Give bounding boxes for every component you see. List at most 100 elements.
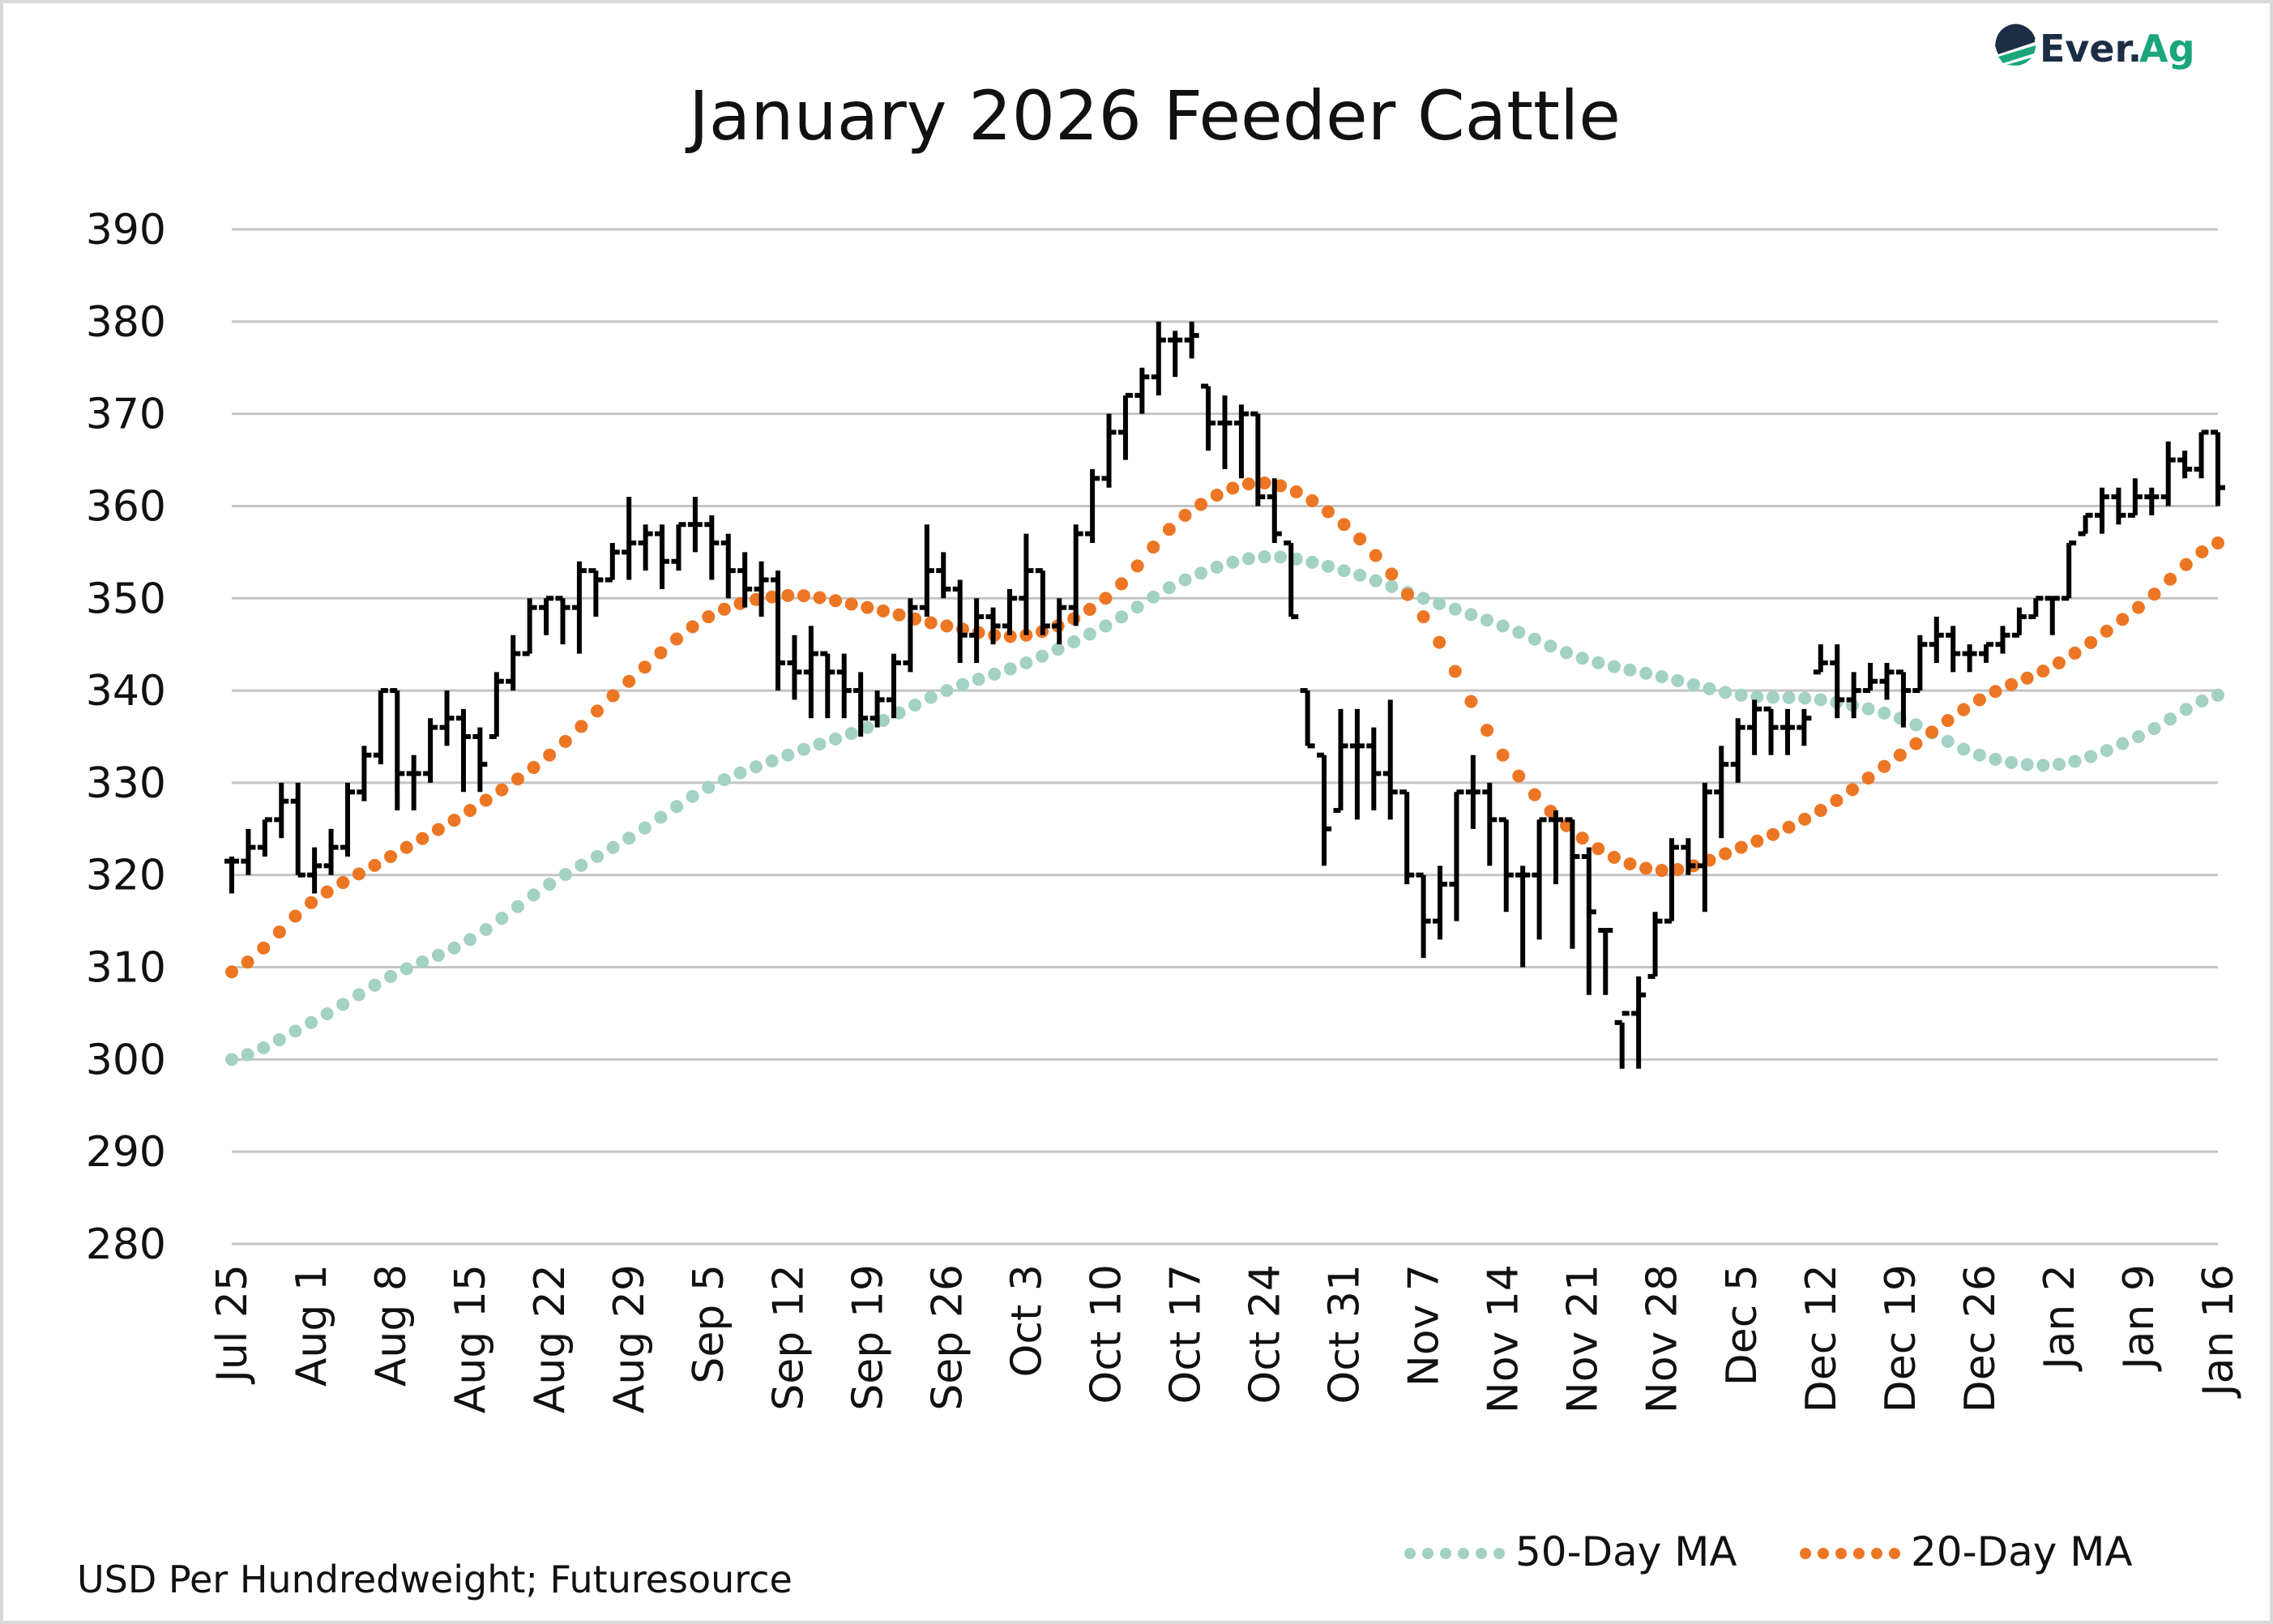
ma-point [2052, 758, 2066, 771]
ma-point [1162, 581, 1176, 595]
price-bar [1035, 568, 1050, 635]
price-bar [1797, 708, 1812, 746]
x-tick-label: Aug 15 [446, 1264, 495, 1413]
price-bar [1995, 626, 2010, 654]
ma-point [1719, 847, 1733, 861]
ma-point [447, 941, 461, 955]
ma-line-20-day [225, 477, 2224, 979]
price-bar [1465, 754, 1480, 829]
everag-logo: Ever. Ag [1995, 24, 2195, 71]
price-bar [522, 598, 537, 656]
price-bar [1962, 644, 1977, 673]
x-tick-label: Dec 26 [1956, 1264, 2005, 1412]
ma-point [352, 988, 365, 1002]
ma-point [955, 677, 969, 691]
ma-point [1099, 592, 1113, 605]
ma-point [1655, 864, 1668, 878]
ma-point [511, 772, 524, 786]
ma-point [1527, 632, 1541, 646]
ma-point [1878, 759, 1891, 773]
ma-point [1337, 564, 1351, 578]
x-tick-label: Aug 8 [367, 1264, 416, 1387]
source-note: USD Per Hundredweight; Futuresource [77, 1558, 793, 1601]
y-tick-label: 380 [86, 298, 166, 347]
chart-title: January 2026 Feeder Cattle [685, 76, 1621, 156]
price-bar [1697, 782, 1712, 912]
price-bar [853, 672, 869, 737]
price-bar [423, 718, 438, 783]
x-tick-label: Oct 31 [1321, 1264, 1369, 1404]
ma-point [1766, 690, 1780, 704]
ma-point [479, 923, 493, 937]
ma-point [464, 933, 477, 947]
ma-point [2005, 677, 2019, 691]
ma-point [765, 754, 779, 768]
ma-point [527, 888, 540, 902]
ma-point [225, 965, 238, 979]
price-bar [373, 688, 388, 765]
ma-point [1592, 656, 1605, 669]
ma-point [1274, 479, 1288, 493]
ma-point [2179, 703, 2193, 716]
y-tick-label: 330 [86, 759, 166, 808]
ma-point [2100, 624, 2113, 638]
ma-point [638, 660, 652, 674]
price-bar [1581, 847, 1596, 995]
ma-point [717, 773, 731, 787]
ma-point [1846, 783, 1860, 797]
price-bar [1515, 865, 1531, 968]
ma-point [336, 998, 350, 1011]
price-bar [1763, 706, 1779, 755]
price-bar [2011, 607, 2027, 638]
ma-point [2195, 694, 2209, 708]
ma-point [1925, 725, 1939, 739]
ma-point [368, 978, 382, 992]
ma-point [1115, 577, 1129, 591]
price-bar [1946, 626, 1961, 673]
ma-point [1321, 559, 1335, 573]
ma-point [1592, 842, 1605, 856]
y-tick-label: 360 [86, 482, 166, 531]
ma-point [1416, 610, 1430, 624]
price-bar [1532, 817, 1547, 940]
ma-point [1337, 518, 1351, 532]
ma-point [368, 858, 382, 872]
price-bar [241, 828, 256, 875]
ma-point [781, 748, 795, 762]
price-bar [1449, 789, 1464, 921]
y-tick-label: 340 [86, 667, 166, 716]
ma-point [2179, 558, 2193, 571]
ma-point [352, 867, 365, 881]
ma-point [2211, 536, 2224, 549]
ma-point [272, 925, 286, 939]
ma-point [1353, 532, 1367, 546]
ma-point [1544, 639, 1557, 653]
ma-point [1703, 682, 1716, 695]
ma-point [733, 766, 747, 780]
price-bar [1002, 588, 1017, 635]
ma-point [1909, 718, 1923, 732]
y-tick-label: 390 [86, 206, 166, 254]
price-bar [2095, 487, 2110, 534]
ma-point [1782, 820, 1796, 834]
price-bar [1416, 872, 1431, 959]
price-bar [1895, 669, 1911, 728]
legend-swatch-dot [1853, 1548, 1865, 1559]
logo-text-ag: Ag [2139, 27, 2195, 71]
y-tick-label: 280 [86, 1220, 166, 1269]
legend-swatch-dot [1889, 1548, 1900, 1559]
price-bar [439, 690, 455, 746]
ma-point [1241, 477, 1255, 491]
ma-point [1464, 694, 1478, 708]
ma-point [1258, 550, 1271, 564]
price-bar [836, 653, 852, 719]
ma-point [717, 602, 731, 616]
ma-point [1147, 541, 1160, 554]
price-bar [1399, 789, 1415, 885]
price-bar [1349, 708, 1365, 820]
ma-point [829, 732, 843, 746]
y-tick-label: 350 [86, 575, 166, 623]
ma-point [1130, 559, 1144, 573]
ma-point [1496, 619, 1510, 633]
